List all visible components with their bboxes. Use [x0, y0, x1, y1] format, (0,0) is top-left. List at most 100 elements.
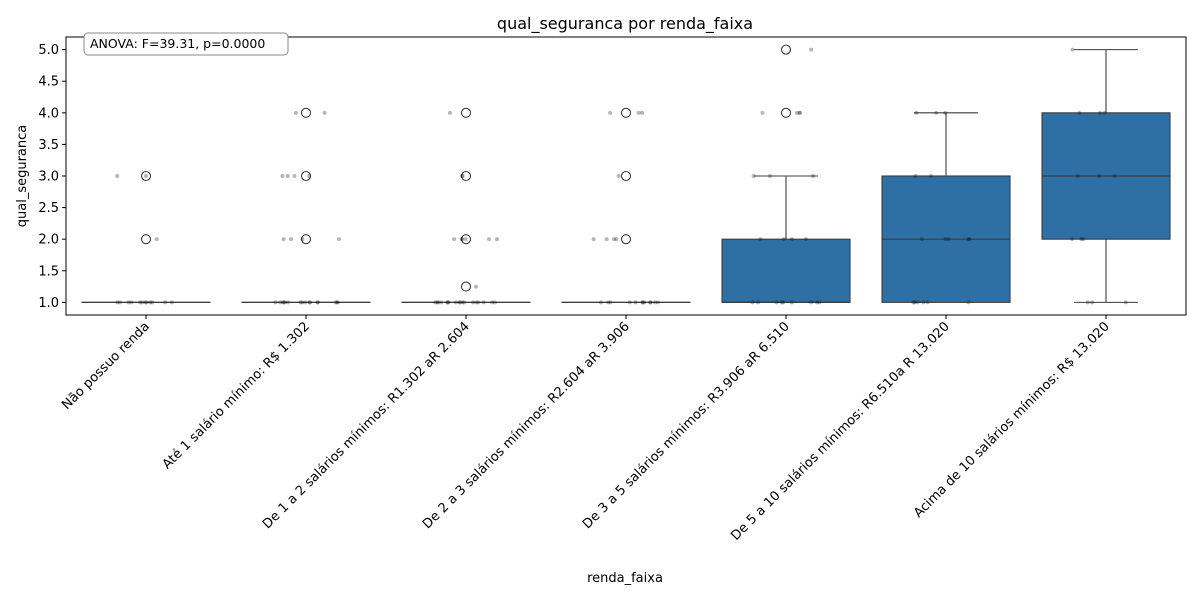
jitter-point — [458, 300, 463, 305]
jitter-point — [459, 237, 464, 242]
jitter-point — [315, 300, 320, 305]
jitter-point — [608, 300, 613, 305]
jitter-point — [817, 300, 822, 305]
jitter-point — [293, 110, 298, 115]
boxes-layer — [81, 44, 1171, 303]
jitter-point — [642, 300, 647, 305]
jitter-point — [333, 300, 338, 305]
jitter-point — [815, 300, 820, 305]
jitter-point — [912, 300, 917, 305]
jitter-point — [803, 237, 808, 242]
box-group — [241, 107, 371, 303]
jitter-point — [919, 237, 924, 242]
jitter-point — [278, 300, 283, 305]
jitter-point — [273, 300, 278, 305]
jitter-point — [280, 174, 285, 178]
y-tick-label: 1.5 — [38, 264, 59, 279]
jitter-point — [925, 300, 930, 305]
box-group — [1041, 49, 1171, 303]
annotation-box — [83, 32, 289, 56]
chart-title: qual_seguranca por renda_faixa — [497, 14, 753, 34]
jitter-point — [473, 284, 478, 289]
jitter-point — [462, 300, 467, 305]
box-group — [401, 107, 531, 303]
jitter-point — [144, 300, 149, 305]
jitter-point — [794, 110, 799, 115]
jitter-point — [1070, 237, 1075, 242]
jitter-point — [612, 237, 617, 242]
jitter-point — [140, 300, 145, 305]
jitter-point — [943, 110, 948, 115]
jitter-point — [914, 110, 919, 115]
jitter-point — [789, 300, 794, 305]
jitter-point — [648, 300, 653, 305]
annotation-text: ANOVA: F=39.31, p=0.0000 — [90, 36, 265, 51]
jitter-point — [280, 300, 285, 305]
jitter-point — [163, 300, 168, 305]
jitter-point — [471, 300, 476, 305]
jitter-point — [457, 300, 462, 305]
jitter-point — [322, 110, 327, 115]
jitter-point — [915, 300, 920, 305]
y-tick-label: 4.5 — [38, 75, 59, 90]
box-group — [721, 44, 851, 303]
jitter-point — [494, 237, 499, 242]
jitter-point — [308, 300, 313, 305]
jitter-point — [767, 174, 772, 178]
jitter-point — [1102, 110, 1107, 115]
jitter-point — [137, 300, 142, 305]
box-iqr — [721, 238, 851, 303]
jitter-point — [307, 174, 312, 178]
jitter-point — [967, 237, 972, 242]
plot-frame — [65, 36, 1187, 316]
jitter-point — [300, 237, 305, 242]
jitter-point — [481, 300, 486, 305]
outlier-marker — [620, 107, 632, 118]
jitter-point — [281, 300, 286, 305]
outlier-marker — [300, 234, 312, 245]
jitter-point — [943, 237, 948, 242]
x-axis-ticks: Não possuo renda Até 1 salário mínimo: R$… — [59, 315, 1113, 544]
jitter-point — [143, 174, 148, 178]
jitter-point — [460, 174, 465, 178]
jitter-point — [459, 174, 464, 178]
jitter-point — [490, 300, 495, 305]
jitter-point — [433, 300, 438, 305]
jitter-point — [446, 300, 451, 305]
y-tick-label: 4.0 — [38, 106, 59, 121]
jitter-point — [758, 237, 763, 242]
jitter-point — [946, 237, 951, 242]
jitter-point — [492, 300, 497, 305]
jitter-point — [608, 110, 613, 115]
jitter-point — [921, 300, 926, 305]
jitter-point — [300, 300, 305, 305]
jitter-point — [756, 300, 761, 305]
jitter-point — [307, 300, 312, 305]
x-axis-label: renda_faixa — [587, 571, 663, 586]
y-tick-label: 1.0 — [38, 296, 59, 311]
jitter-point — [447, 110, 452, 115]
jitter-point — [1112, 174, 1117, 178]
jitter-point — [1123, 300, 1128, 305]
y-axis-ticks: 1.0 1.5 2.0 2.5 3.0 3.5 4.0 4.5 5.0 — [38, 43, 66, 311]
y-tick-label: 3.5 — [38, 138, 59, 153]
y-tick-label: 2.5 — [38, 201, 59, 216]
jitter-point — [148, 300, 153, 305]
anova-annotation: ANOVA: F=39.31, p=0.0000 — [83, 32, 289, 56]
jitter-point — [798, 110, 803, 115]
jitter-point — [809, 47, 814, 52]
jitter-point — [809, 300, 814, 305]
jitter-point — [117, 300, 122, 305]
jitter-point — [487, 237, 492, 242]
jitter-point — [474, 300, 479, 305]
jitter-point — [439, 300, 444, 305]
jitter-point — [315, 300, 320, 305]
jitter-point — [143, 300, 148, 305]
jitter-point — [648, 300, 653, 305]
jitter-point — [115, 300, 120, 305]
jitter-point — [334, 300, 339, 305]
jitter-point — [966, 237, 971, 242]
jitter-point — [779, 300, 784, 305]
outlier-marker — [460, 107, 472, 118]
box-group — [561, 107, 691, 303]
